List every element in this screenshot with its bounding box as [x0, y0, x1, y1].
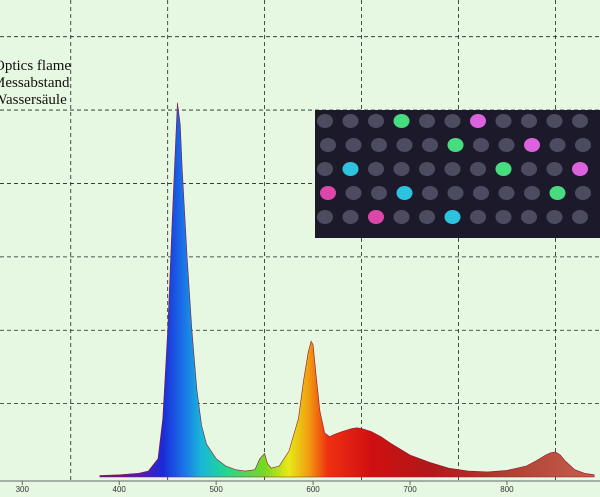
led-photo: [315, 110, 600, 238]
x-tick-label: 700: [403, 485, 417, 494]
x-tick-label: 300: [16, 485, 30, 494]
spectrum-area: [99, 102, 595, 478]
annotation: Optics flame: [0, 58, 71, 74]
x-tick-label: 800: [500, 485, 514, 494]
annotation: Messabstand: [0, 75, 70, 91]
x-tick-label: 600: [306, 485, 320, 494]
x-tick-label: 500: [209, 485, 223, 494]
x-tick-label: 400: [113, 485, 127, 494]
annotation: Wassersäule: [0, 92, 67, 108]
